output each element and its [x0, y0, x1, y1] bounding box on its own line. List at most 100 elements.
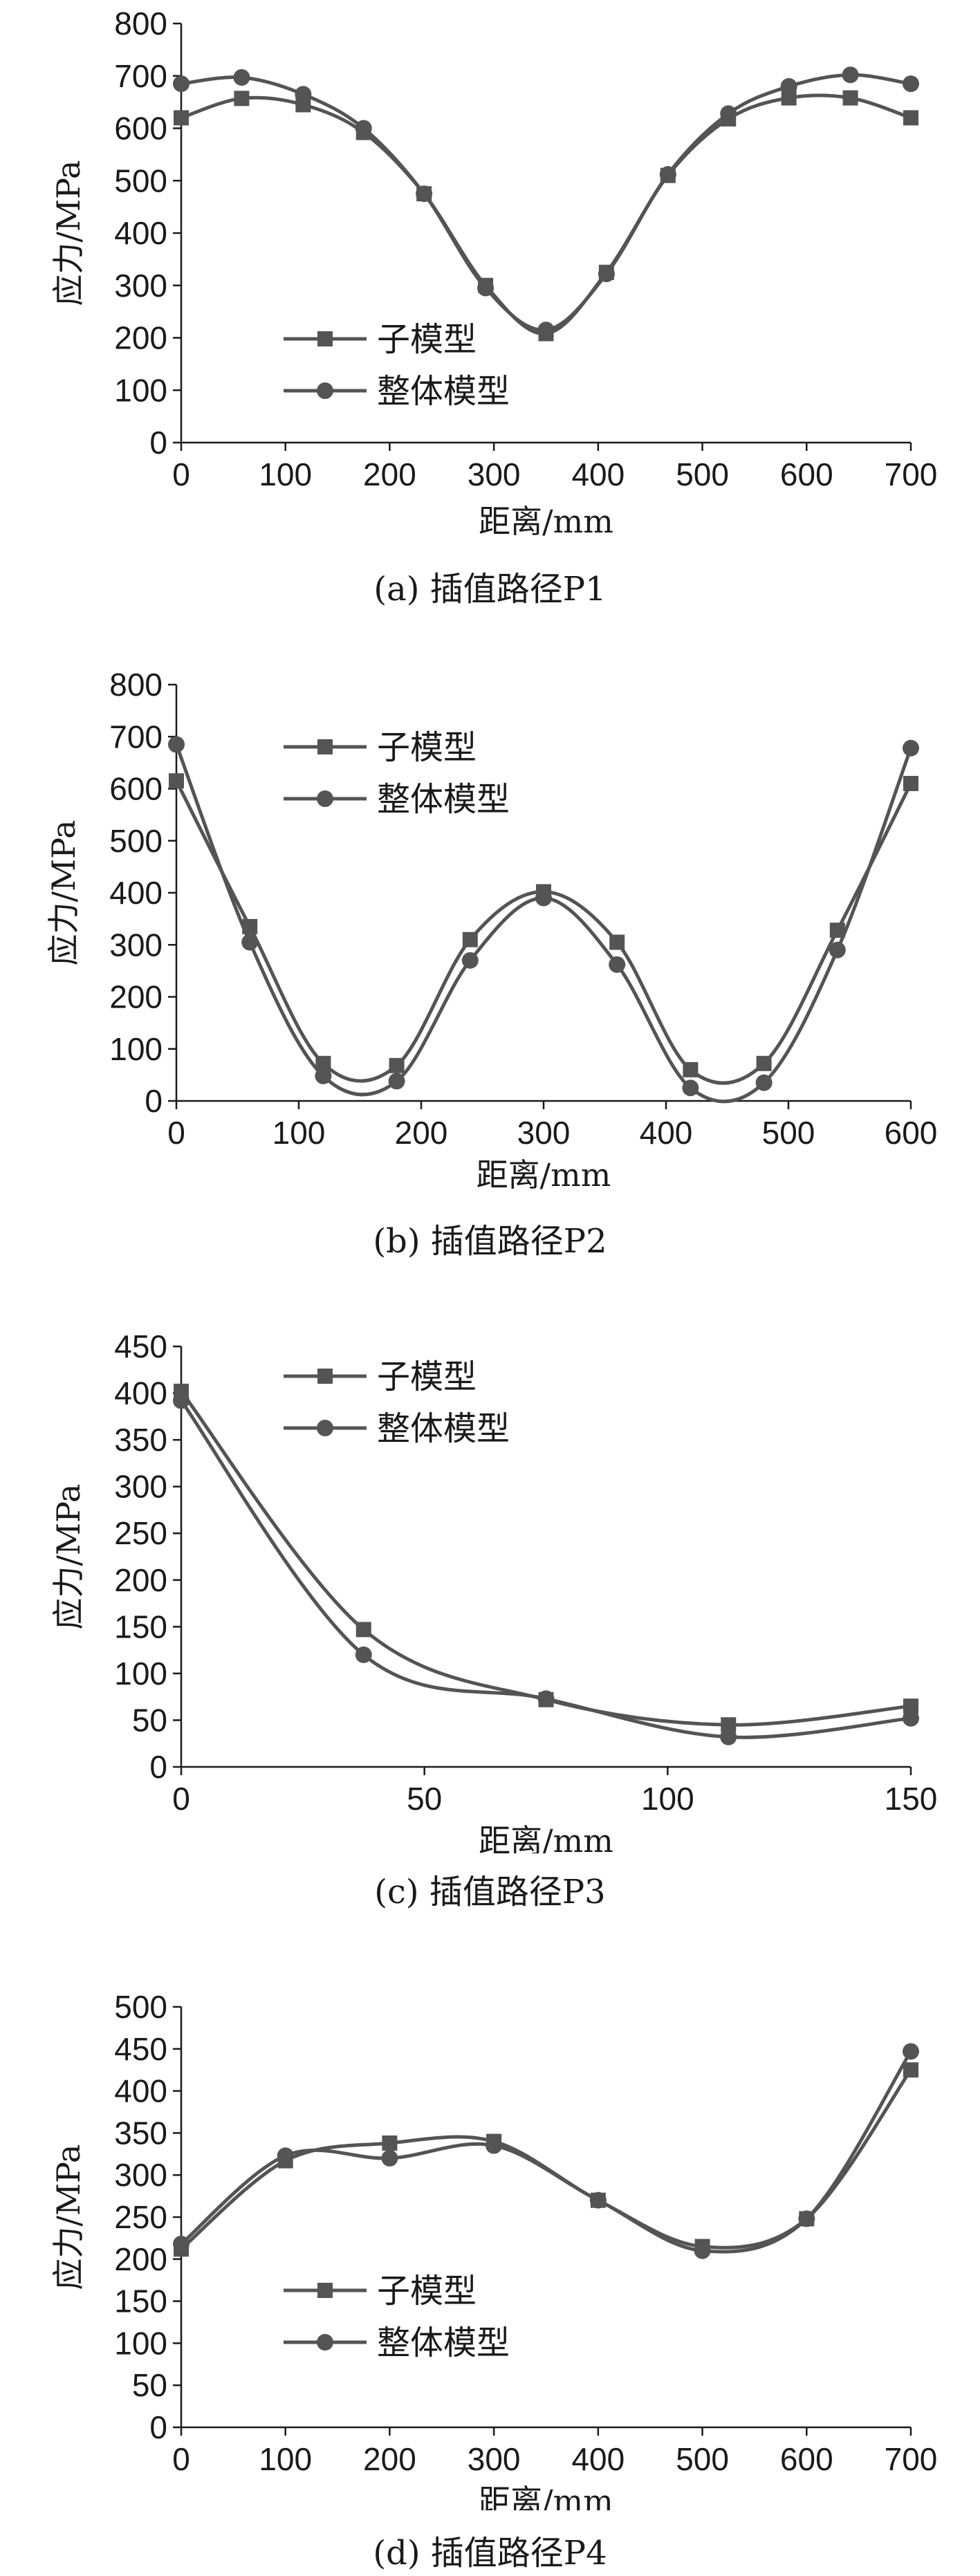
- y-tick-label: 300: [114, 1469, 167, 1505]
- y-tick-label: 400: [109, 875, 163, 911]
- series-line-submodel: [174, 780, 913, 1085]
- y-tick-label: 350: [114, 1422, 167, 1458]
- y-tick-label: 50: [132, 1702, 167, 1738]
- x-tick-label: 700: [885, 2441, 938, 2477]
- y-tick-label: 200: [109, 979, 163, 1015]
- legend-marker-square: [317, 739, 333, 754]
- y-tick-label: 800: [114, 6, 167, 41]
- data-point-circle: [537, 1690, 555, 1707]
- data-point-circle: [798, 2210, 815, 2227]
- legend-label: 子模型: [377, 1358, 477, 1396]
- y-tick-label: 300: [114, 268, 167, 304]
- x-axis-title: 距离/mm: [479, 503, 613, 540]
- data-point-square: [355, 1622, 371, 1638]
- chart-d-caption: (d) 插值路径P4: [373, 2534, 607, 2573]
- x-tick-label: 700: [885, 456, 938, 492]
- data-point-square: [609, 934, 625, 950]
- y-tick-label: 150: [114, 2283, 167, 2319]
- x-tick-label: 400: [640, 1115, 693, 1151]
- data-point-circle: [388, 1073, 405, 1090]
- y-axis-title: 应力/MPa: [50, 160, 87, 306]
- y-tick-label: 100: [114, 2325, 167, 2361]
- y-tick-label: 500: [114, 1989, 167, 2025]
- x-tick-label: 500: [762, 1115, 815, 1151]
- x-tick-label: 400: [571, 2441, 625, 2477]
- x-tick-label: 300: [468, 2441, 521, 2477]
- chart-panel-a: 0 100 200 300 400 500 600 700 800 0 100 200 300 400 50…: [0, 0, 980, 643]
- data-point-circle: [609, 956, 626, 973]
- x-tick-label: 600: [780, 2441, 833, 2477]
- data-point-circle: [659, 166, 676, 183]
- y-tick-label: 400: [114, 2073, 167, 2109]
- data-point-circle: [903, 1709, 919, 1727]
- x-axis-title: 距离/mm: [479, 2483, 613, 2510]
- y-tick-label: 500: [109, 823, 163, 859]
- y-tick-label: 250: [114, 2199, 167, 2235]
- x-axis-title: 距离/mm: [477, 1156, 611, 1194]
- data-point-circle: [355, 1646, 372, 1663]
- y-tick-label: 350: [114, 2115, 167, 2151]
- data-point-square: [903, 110, 918, 126]
- data-point-circle: [233, 69, 250, 86]
- series-line-submodel: [180, 1390, 912, 1727]
- y-tick-label: 300: [109, 927, 163, 963]
- data-point-square: [781, 90, 797, 106]
- y-tick-label: 700: [114, 58, 167, 94]
- data-point-square: [903, 1698, 918, 1714]
- legend-marker-circle: [317, 1420, 333, 1436]
- y-tick-label: 50: [132, 2367, 167, 2403]
- chart-b-svg: 0 100 200 300 400 500 600 700 800 0 100 200 300 400 50…: [45, 667, 937, 1194]
- legend-marker-circle: [317, 790, 333, 807]
- series-line-global-model: [181, 73, 912, 332]
- x-tick-label: 300: [517, 1115, 571, 1151]
- y-tick-label: 300: [114, 2157, 167, 2193]
- x-tick-label: 0: [172, 456, 190, 492]
- chart-c-svg: 0 50 100 150 200 250 300 350 400 450 0 50 100 150 距离/m…: [50, 1328, 938, 1853]
- data-point-circle: [903, 2043, 919, 2060]
- chart-panel-c: 0 50 100 150 200 250 300 350 400 450 0 50 100 150 距离/m…: [0, 1286, 980, 1929]
- y-tick-label: 450: [114, 1328, 167, 1364]
- data-point-circle: [694, 2242, 711, 2259]
- data-point-square: [756, 1055, 772, 1071]
- data-point-circle: [720, 105, 737, 122]
- data-point-square: [315, 1055, 331, 1071]
- legend-label: 整体模型: [377, 372, 510, 411]
- legend-label: 子模型: [377, 728, 477, 767]
- legend-label: 子模型: [377, 2272, 477, 2310]
- y-tick-label: 600: [109, 771, 163, 807]
- data-point-circle: [355, 120, 372, 137]
- series-line-global-model: [179, 1399, 912, 1739]
- data-point-circle: [416, 185, 433, 203]
- data-point-square: [169, 773, 184, 789]
- data-point-circle: [903, 75, 919, 93]
- y-tick-label: 0: [145, 1083, 163, 1119]
- chart-panel-b: 0 100 200 300 400 500 600 700 800 0 100 200 300 400 50…: [0, 643, 980, 1286]
- data-point-square: [462, 932, 478, 947]
- legend-label: 整体模型: [377, 1409, 510, 1448]
- data-point-circle: [277, 2147, 294, 2165]
- y-tick-label: 200: [114, 1562, 167, 1598]
- x-tick-label: 0: [167, 1115, 185, 1151]
- y-tick-label: 0: [149, 1749, 167, 1785]
- data-point-circle: [720, 1728, 737, 1745]
- data-point-circle: [780, 77, 797, 95]
- data-point-circle: [598, 266, 615, 283]
- x-tick-label: 50: [407, 1781, 442, 1817]
- data-point-circle: [486, 2137, 503, 2154]
- data-point-square: [382, 2135, 398, 2151]
- y-axis-title: 应力/MPa: [45, 820, 82, 966]
- x-tick-label: 150: [885, 1781, 938, 1817]
- x-tick-label: 300: [468, 456, 521, 492]
- x-tick-label: 200: [363, 456, 416, 492]
- data-point-circle: [537, 322, 555, 339]
- y-tick-label: 200: [114, 320, 167, 356]
- data-point-square: [683, 1062, 699, 1077]
- data-point-circle: [173, 2235, 189, 2252]
- chart-c-caption: (c) 插值路径P3: [374, 1873, 606, 1911]
- data-point-square: [903, 2062, 918, 2078]
- data-point-circle: [173, 75, 189, 93]
- x-tick-label: 500: [676, 456, 729, 492]
- y-tick-label: 500: [114, 163, 167, 198]
- legend-marker-square: [317, 331, 333, 346]
- data-point-circle: [682, 1079, 699, 1097]
